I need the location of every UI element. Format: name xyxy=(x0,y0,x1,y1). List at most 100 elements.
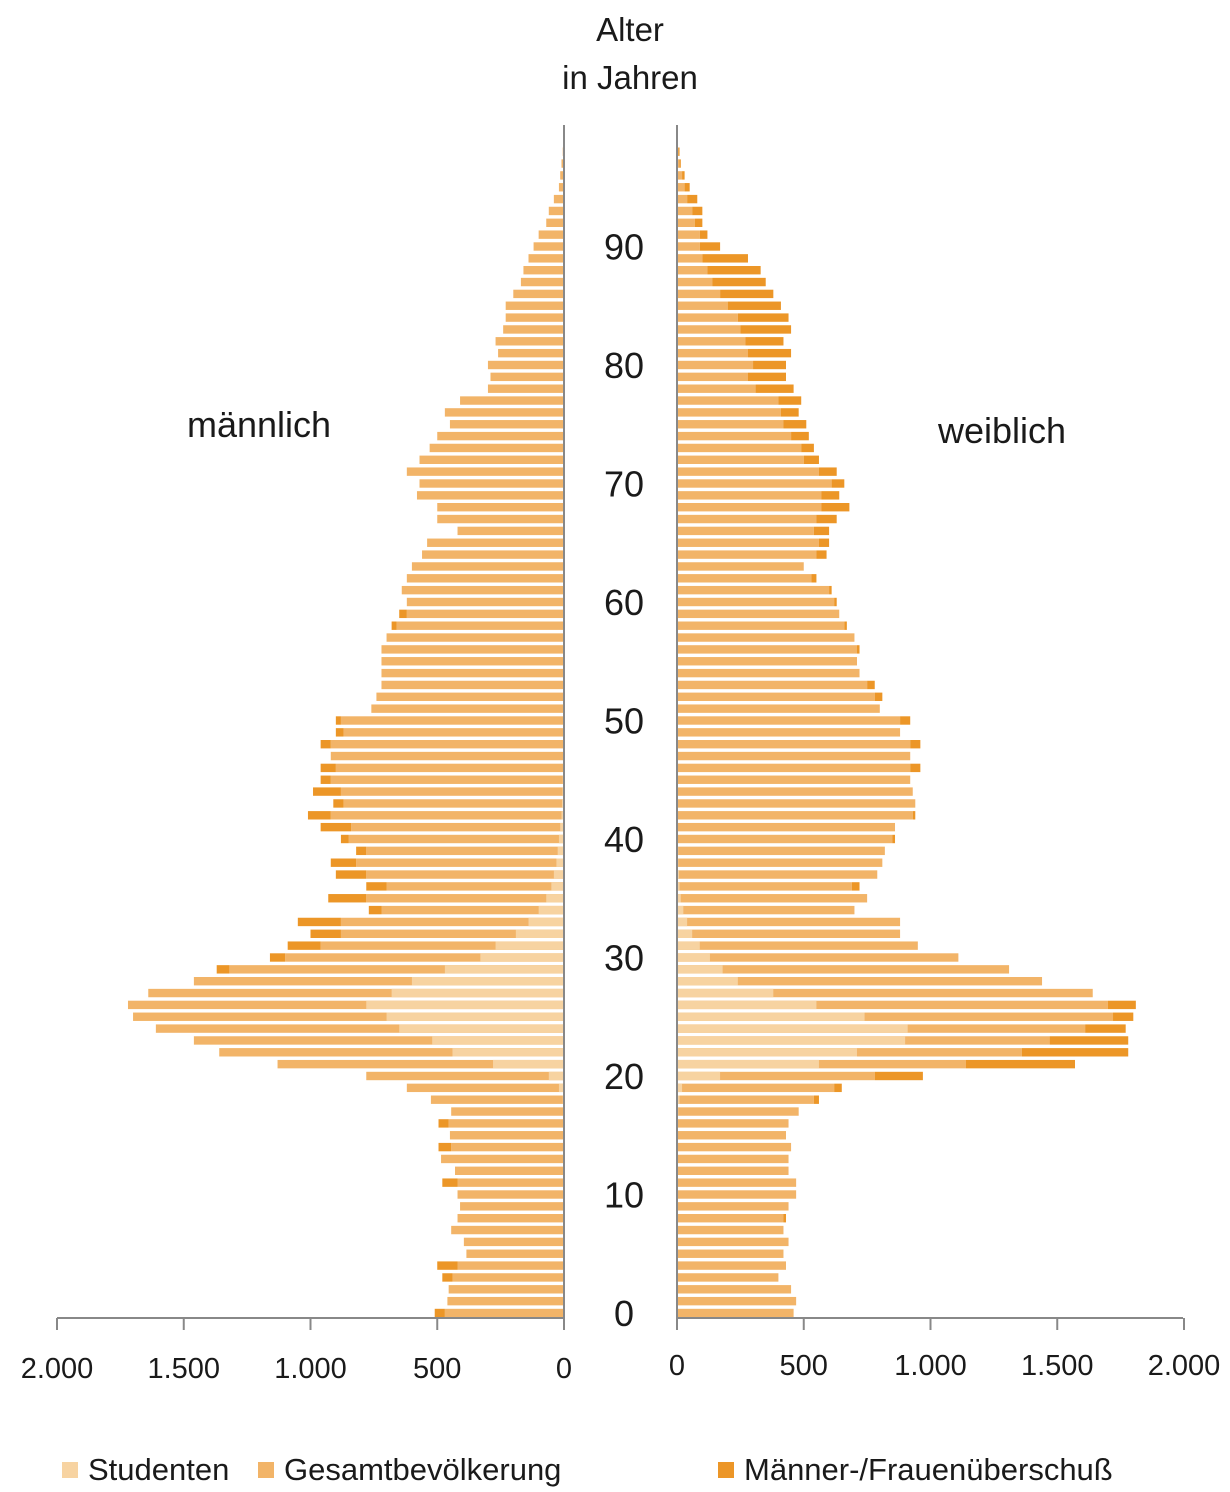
male-bar-age-93 xyxy=(548,206,564,216)
male-surplus-bar-age-45 xyxy=(320,775,331,784)
male-surplus-bar-age-32 xyxy=(310,929,341,938)
female-surplus-bar-age-89 xyxy=(702,254,748,263)
male-bar-age-90 xyxy=(533,242,564,251)
female-surplus-bar-age-58 xyxy=(844,621,847,630)
male-surplus-bar-age-40 xyxy=(340,834,349,844)
male-bar-age-88 xyxy=(523,266,564,275)
male-bar-age-65 xyxy=(427,538,564,547)
male-bar-age-18 xyxy=(430,1095,564,1104)
female-surplus-bar-age-87 xyxy=(712,277,766,287)
male-bar-age-95 xyxy=(558,183,564,192)
male-surplus-bar-age-39 xyxy=(356,846,367,856)
male-bar-age-23 xyxy=(193,1036,564,1045)
female-surplus-bar-age-71 xyxy=(818,467,837,476)
female-bar-age-88 xyxy=(677,266,708,275)
male-bar-age-38 xyxy=(356,858,564,867)
male-surplus-bar-age-42 xyxy=(307,811,331,820)
age-axis-title-line1: Alter xyxy=(596,11,664,48)
male-bar-age-35 xyxy=(366,894,564,903)
female-surplus-bar-age-72 xyxy=(803,455,819,464)
female-student-bar-age-29 xyxy=(677,965,723,974)
right-x-tick-label: 2.000 xyxy=(1148,1350,1221,1382)
female-student-bar-age-30 xyxy=(677,953,710,962)
female-bar-age-61 xyxy=(677,585,830,595)
female-bar-age-46 xyxy=(677,763,911,773)
female-bar-age-4 xyxy=(677,1261,786,1270)
female-bar-age-20 xyxy=(677,1071,875,1081)
male-surplus-bar-age-34 xyxy=(368,905,382,915)
male-bar-age-5 xyxy=(466,1249,564,1258)
age-tick-label: 80 xyxy=(604,345,644,386)
female-bar-age-86 xyxy=(677,289,721,299)
male-surplus-bar-age-59 xyxy=(399,609,407,619)
age-tick-label: 70 xyxy=(604,464,644,505)
male-bar-age-24 xyxy=(155,1024,564,1033)
legend-item-ueberschuss: Männer-/Frauenüberschuß xyxy=(718,1452,1113,1488)
female-bar-age-94 xyxy=(677,194,688,204)
male-surplus-bar-age-16 xyxy=(438,1119,449,1128)
female-bar-age-10 xyxy=(677,1190,797,1199)
age-tick-label: 0 xyxy=(614,1293,634,1334)
female-bar-age-29 xyxy=(677,965,1010,974)
female-surplus-bar-age-85 xyxy=(727,301,781,310)
female-student-bar-age-32 xyxy=(677,929,693,938)
male-bar-age-10 xyxy=(457,1190,564,1199)
age-tick-label: 60 xyxy=(604,582,644,623)
female-bar-age-68 xyxy=(677,503,822,512)
male-bar-age-73 xyxy=(429,443,564,453)
female-surplus-bar-age-98 xyxy=(678,147,680,156)
male-bar-age-27 xyxy=(148,988,564,998)
male-bar-age-17 xyxy=(451,1107,564,1116)
right-x-ticks: 0 500 1.000 1.500 2.000 xyxy=(669,1318,1220,1382)
female-bar-age-0 xyxy=(677,1308,794,1318)
female-bar-age-28 xyxy=(677,977,1043,986)
male-bar-age-15 xyxy=(449,1131,565,1140)
female-bar-age-26 xyxy=(677,1000,1108,1010)
male-bar-age-19 xyxy=(406,1083,564,1093)
male-surplus-bar-age-29 xyxy=(216,965,230,974)
female-bar-age-65 xyxy=(677,538,819,547)
female-student-bar-age-19 xyxy=(677,1083,683,1093)
female-bar-age-50 xyxy=(677,716,901,725)
male-student-bar-age-29 xyxy=(444,965,564,974)
female-bar-age-76 xyxy=(677,408,781,417)
male-bar-age-53 xyxy=(381,680,564,690)
male-bar-age-12 xyxy=(455,1166,564,1175)
female-bar-age-93 xyxy=(677,206,693,216)
female-student-bar-age-23 xyxy=(677,1036,906,1045)
female-student-bar-age-33 xyxy=(677,917,688,927)
male-student-bar-age-31 xyxy=(495,941,565,950)
female-bar-age-12 xyxy=(677,1166,789,1175)
male-bar-age-51 xyxy=(371,704,564,713)
female-bar-age-14 xyxy=(677,1142,792,1152)
female-surplus-bar-age-86 xyxy=(720,289,774,299)
female-student-bar-age-25 xyxy=(677,1012,865,1021)
age-tick-labels: 0 10 20 30 40 50 60 70 80 90 xyxy=(604,227,644,1335)
female-bar-age-90 xyxy=(677,242,700,251)
male-surplus-bar-age-50 xyxy=(335,716,341,725)
male-bar-age-94 xyxy=(553,194,564,204)
female-bar-age-5 xyxy=(677,1249,784,1258)
male-student-bar-age-23 xyxy=(432,1036,564,1045)
male-surplus-bar-age-4 xyxy=(437,1261,458,1270)
male-bar-age-36 xyxy=(386,882,564,891)
female-bar-age-47 xyxy=(677,751,911,761)
female-bar-age-37 xyxy=(677,870,878,879)
male-bar-age-81 xyxy=(498,348,564,358)
female-bar-age-41 xyxy=(677,822,896,832)
female-bar-age-16 xyxy=(677,1119,789,1128)
female-bar-age-3 xyxy=(677,1273,779,1282)
female-surplus-bar-age-93 xyxy=(692,206,703,216)
male-bar-age-87 xyxy=(520,277,564,287)
legend-item-gesamtbevoelkerung: Gesamtbevölkerung xyxy=(258,1452,561,1488)
male-surplus-bar-age-41 xyxy=(320,822,352,832)
male-bar-age-91 xyxy=(538,230,564,239)
male-bar-age-37 xyxy=(366,870,564,879)
female-side-label: weiblich xyxy=(938,410,1067,451)
male-bar-age-42 xyxy=(330,811,564,820)
male-student-bar-age-35 xyxy=(546,894,564,903)
female-surplus-bar-age-25 xyxy=(1113,1012,1134,1021)
female-bar-age-84 xyxy=(677,313,738,322)
female-student-bar-age-35 xyxy=(677,894,681,903)
